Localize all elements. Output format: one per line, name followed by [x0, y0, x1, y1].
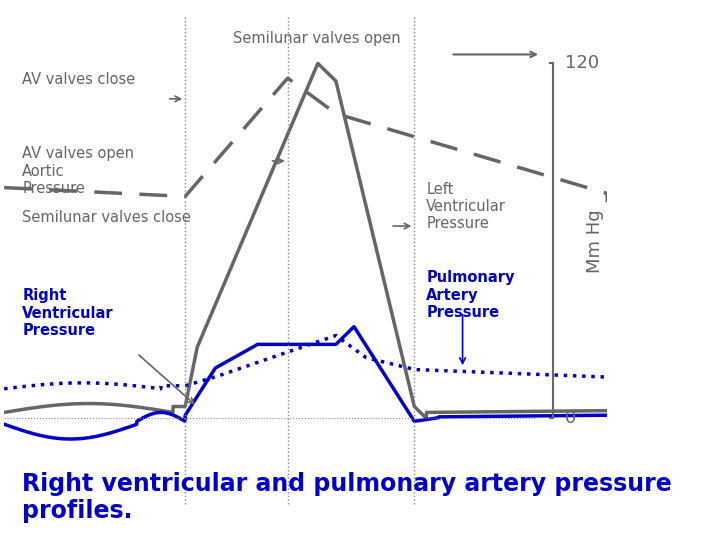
Text: 0: 0	[565, 409, 577, 427]
Text: Semilunar valves open: Semilunar valves open	[233, 31, 401, 45]
Text: 120: 120	[565, 55, 599, 72]
Text: AV valves open
Aortic
Pressure: AV valves open Aortic Pressure	[22, 146, 134, 196]
Text: AV valves close: AV valves close	[22, 72, 135, 87]
Text: Left
Ventricular
Pressure: Left Ventricular Pressure	[426, 181, 506, 232]
Text: Semilunar valves close: Semilunar valves close	[22, 210, 191, 225]
Text: Right
Ventricular
Pressure: Right Ventricular Pressure	[22, 288, 114, 338]
Text: Pulmonary
Artery
Pressure: Pulmonary Artery Pressure	[426, 271, 515, 320]
Text: Mm Hg: Mm Hg	[586, 209, 604, 273]
Text: Right ventricular and pulmonary artery pressure
profiles.: Right ventricular and pulmonary artery p…	[22, 471, 672, 523]
